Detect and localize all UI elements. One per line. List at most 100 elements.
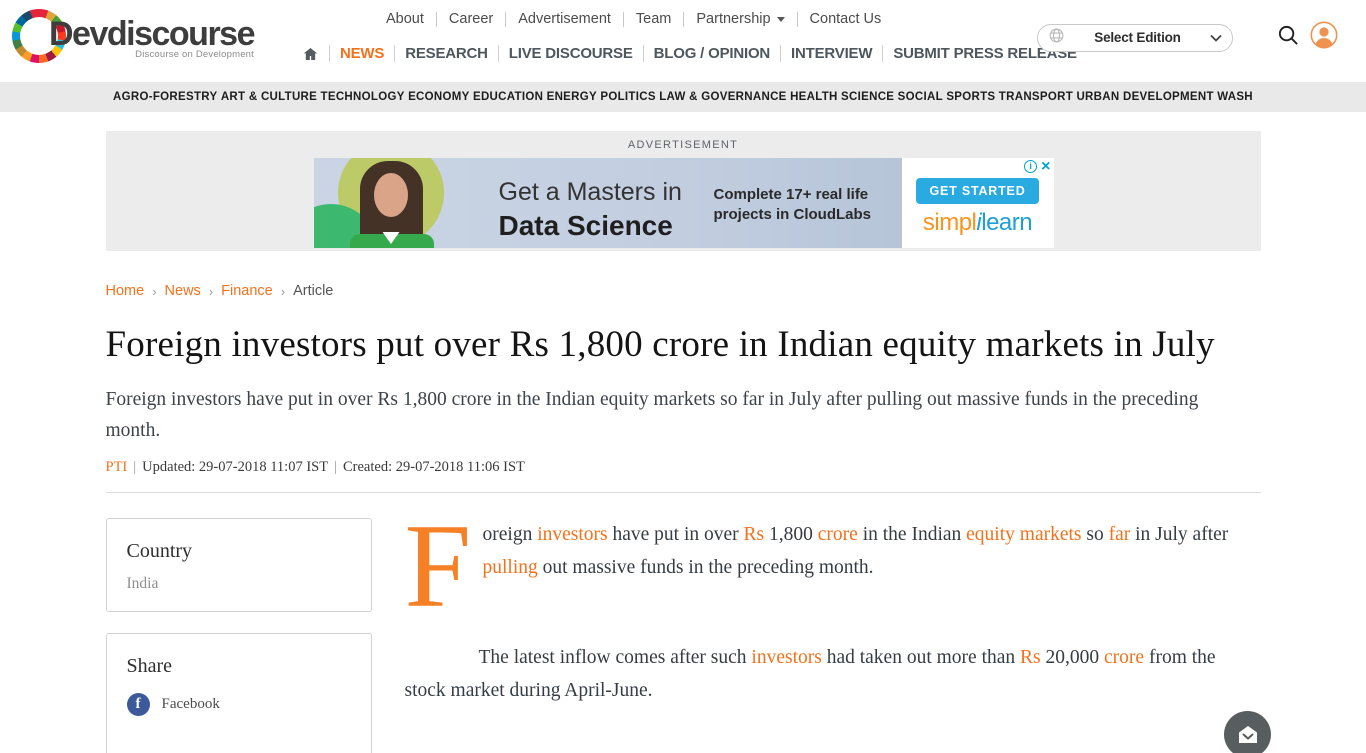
article-body: F oreign investors have put in over Rs 1… <box>404 499 1261 753</box>
article-link[interactable]: pulling <box>482 557 538 578</box>
divider <box>622 11 624 27</box>
search-icon[interactable] <box>1277 24 1300 52</box>
category-nav-bar: AGRO-FORESTRY ART & CULTURE TECHNOLOGY E… <box>0 82 1366 112</box>
category-education[interactable]: EDUCATION <box>472 91 544 103</box>
utility-link-partnership[interactable]: Partnership <box>696 11 785 27</box>
subscribe-widget-button[interactable] <box>1224 711 1271 753</box>
article-link[interactable]: investors <box>751 647 822 668</box>
divider <box>683 11 685 27</box>
user-avatar-icon[interactable] <box>1310 21 1338 54</box>
utility-link-advertisement[interactable]: Advertisement <box>518 11 611 27</box>
breadcrumb-current: Article <box>293 283 334 299</box>
site-logo[interactable]: Devdiscourse Discourse on Development <box>12 9 256 63</box>
chevron-down-icon <box>1210 29 1222 47</box>
share-facebook-label: Facebook <box>161 696 220 712</box>
byline-source[interactable]: PTI <box>105 459 128 475</box>
divider <box>329 45 330 62</box>
breadcrumb-news[interactable]: News <box>164 283 201 299</box>
article-link[interactable]: Rs <box>743 524 765 545</box>
ad-headline: Get a Masters in Data Science <box>498 178 682 241</box>
edition-selector-label: Select Edition <box>1094 30 1181 45</box>
article-link[interactable]: crore <box>1104 647 1145 668</box>
category-sports[interactable]: SPORTS <box>946 91 996 103</box>
category-social[interactable]: SOCIAL <box>897 91 943 103</box>
divider <box>435 11 437 27</box>
article-link[interactable]: investors <box>537 524 608 545</box>
category-health[interactable]: HEALTH <box>790 91 838 103</box>
category-technology[interactable]: TECHNOLOGY <box>320 91 405 103</box>
country-box: Country India <box>105 518 372 612</box>
header-right-controls: Select Edition <box>1037 21 1338 54</box>
utility-link-career[interactable]: Career <box>448 11 494 27</box>
breadcrumb: Home › News › Finance › Article <box>105 283 334 299</box>
share-heading: Share <box>126 655 173 677</box>
category-urban-development[interactable]: URBAN DEVELOPMENT <box>1076 91 1214 103</box>
category-art-culture[interactable]: ART & CULTURE <box>220 91 318 103</box>
article-link[interactable]: crore <box>817 524 858 545</box>
breadcrumb-home[interactable]: Home <box>105 283 145 299</box>
divider <box>105 492 1261 493</box>
category-wash[interactable]: WASH <box>1217 91 1253 103</box>
article-summary: Foreign investors have put in over Rs 1,… <box>105 389 1199 441</box>
main-nav-live-discourse[interactable]: LIVE DISCOURSE <box>508 45 633 62</box>
ad-get-started-button[interactable]: GET STARTED <box>916 178 1039 204</box>
category-energy[interactable]: ENERGY <box>546 91 597 103</box>
article-title: Foreign investors put over Rs 1,800 cror… <box>105 324 1215 365</box>
category-transport[interactable]: TRANSPORT <box>998 91 1074 103</box>
utility-nav: About Career Advertisement Team Partners… <box>386 11 881 27</box>
category-law-governance[interactable]: LAW & GOVERNANCE <box>659 91 787 103</box>
article-sidebar: Country India Share Facebook <box>105 518 372 753</box>
category-politics[interactable]: POLITICS <box>600 91 656 103</box>
home-icon[interactable] <box>302 46 319 62</box>
divider <box>497 45 499 62</box>
page-content: Home › News › Finance › Article Foreign … <box>105 283 1261 753</box>
envelope-icon <box>1238 725 1257 743</box>
article-byline: PTI | Updated: 29-07-2018 11:07 IST | Create… <box>105 459 525 475</box>
utility-link-about[interactable]: About <box>386 11 424 27</box>
advertisement-label: ADVERTISEMENT <box>627 139 739 151</box>
share-box: Share Facebook <box>105 633 372 753</box>
utility-link-contact-us[interactable]: Contact Us <box>809 11 882 27</box>
advertisement-section: ADVERTISEMENT Get a Masters in Data Scie… <box>105 131 1261 251</box>
category-science[interactable]: SCIENCE <box>841 91 895 103</box>
ad-detail-text: Complete 17+ real life projects in Cloud… <box>713 186 872 223</box>
ad-photo <box>313 158 471 248</box>
divider <box>394 45 396 62</box>
logo-tagline: Discourse on Development <box>135 49 254 60</box>
main-nav-research[interactable]: RESEARCH <box>405 45 488 62</box>
divider <box>796 11 798 27</box>
share-facebook-button[interactable]: Facebook <box>126 693 351 716</box>
ad-close-icon[interactable] <box>1041 160 1050 173</box>
article-paragraph-1: oreign investors have put in over Rs 1,8… <box>482 524 1229 578</box>
edition-selector[interactable]: Select Edition <box>1037 23 1233 52</box>
country-value: India <box>126 575 159 592</box>
utility-link-team[interactable]: Team <box>635 11 672 27</box>
site-header: Devdiscourse Discourse on Development Ab… <box>0 0 1366 82</box>
breadcrumb-finance[interactable]: Finance <box>221 283 273 299</box>
category-agro-forestry[interactable]: AGRO-FORESTRY <box>113 91 218 103</box>
article-paragraph-2: The latest inflow comes after such inves… <box>404 647 1216 701</box>
main-nav-submit-press-release[interactable]: SUBMIT PRESS RELEASE <box>893 45 1077 62</box>
byline-updated: Updated: 29-07-2018 11:07 IST <box>142 459 329 475</box>
article-link[interactable]: far <box>1108 524 1131 545</box>
category-economy[interactable]: ECONOMY <box>408 91 470 103</box>
main-nav-news[interactable]: NEWS <box>340 45 385 62</box>
divider <box>780 45 782 62</box>
chevron-down-icon <box>776 16 785 22</box>
ad-banner[interactable]: Get a Masters in Data Science Complete 1… <box>313 158 1054 248</box>
main-nav-blog-opinion[interactable]: BLOG / OPINION <box>653 45 771 62</box>
adchoices-info-icon[interactable] <box>1024 160 1038 173</box>
main-nav: NEWS RESEARCH LIVE DISCOURSE BLOG / OPIN… <box>302 45 1077 62</box>
logo-title: Devdiscourse <box>49 15 256 53</box>
simplilearn-logo: simplilearn <box>922 209 1033 236</box>
divider <box>505 11 507 27</box>
country-heading: Country <box>126 540 193 562</box>
utility-link-partnership-label: Partnership <box>696 11 771 27</box>
divider <box>642 45 644 62</box>
main-nav-interview[interactable]: INTERVIEW <box>791 45 873 62</box>
facebook-icon <box>126 693 150 716</box>
drop-cap: F <box>404 499 472 632</box>
ad-cta-panel: GET STARTED simplilearn <box>901 158 1054 248</box>
article-link[interactable]: equity markets <box>966 524 1082 545</box>
article-link[interactable]: Rs <box>1020 647 1041 668</box>
